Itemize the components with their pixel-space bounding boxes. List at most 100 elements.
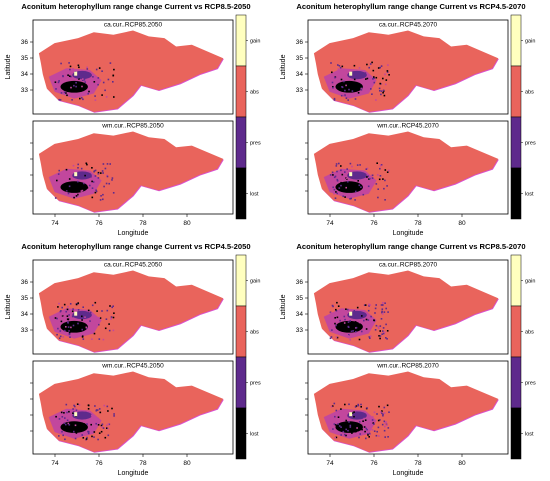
y-tick-label: 35 bbox=[296, 55, 304, 62]
pixel-cell bbox=[97, 172, 100, 175]
x-axis-label: Longitude bbox=[393, 470, 424, 477]
pixel-cell bbox=[383, 187, 385, 190]
pixel-cell bbox=[344, 318, 346, 321]
y-tick-label: 33 bbox=[21, 327, 29, 334]
pixel-cell bbox=[355, 326, 358, 329]
map-panel-2: Aconitum heterophyllum range change Curr… bbox=[275, 0, 550, 240]
pixel-cell bbox=[335, 191, 337, 193]
y-tick-label: 36 bbox=[296, 39, 304, 46]
pixel-cell bbox=[82, 98, 84, 101]
pixel-cell bbox=[105, 182, 108, 185]
pixel-cell bbox=[340, 408, 342, 410]
pixel-cell bbox=[373, 77, 375, 79]
top-map-raster bbox=[313, 30, 499, 113]
pixel-cell bbox=[65, 168, 68, 171]
pixel-cell bbox=[98, 338, 101, 340]
pixel-cell bbox=[72, 412, 74, 414]
pixel-cell bbox=[66, 190, 68, 192]
pixel-cell bbox=[354, 406, 357, 408]
pixel-cell bbox=[345, 84, 347, 87]
pixel-cell bbox=[331, 405, 334, 407]
pixel-cell bbox=[75, 432, 78, 434]
pixel-cell bbox=[340, 426, 342, 428]
pixel-cell bbox=[370, 88, 372, 90]
pixel-cell bbox=[68, 410, 70, 413]
pixel-cell bbox=[58, 337, 61, 339]
pixel-cell bbox=[356, 164, 359, 166]
legend-label: abs bbox=[250, 90, 259, 96]
pixel-cell bbox=[100, 424, 103, 427]
pixel-cell bbox=[350, 197, 352, 200]
pixel-cell bbox=[81, 415, 83, 418]
pixel-cell bbox=[94, 169, 97, 172]
pixel-cell bbox=[360, 403, 362, 406]
pixel-cell bbox=[54, 197, 57, 199]
legend-swatch-gain bbox=[235, 254, 247, 307]
x-tick-label: 78 bbox=[139, 460, 147, 467]
pixel-cell bbox=[99, 411, 102, 414]
legend-swatch-gain bbox=[510, 14, 522, 67]
pixel-cell bbox=[102, 193, 104, 196]
panel-title: Aconitum heterophyllum range change Curr… bbox=[296, 2, 526, 11]
pixel-cell bbox=[67, 322, 69, 324]
pixel-cell bbox=[113, 415, 115, 417]
pixel-cell bbox=[102, 198, 104, 201]
pixel-cell bbox=[386, 185, 388, 187]
y-axis-label: Latitude bbox=[280, 54, 287, 79]
pixel-cell bbox=[66, 315, 69, 317]
legend-swatch-lost bbox=[510, 407, 522, 460]
lost-patch bbox=[335, 181, 363, 193]
pixel-cell bbox=[363, 319, 365, 322]
pixel-cell bbox=[371, 419, 374, 421]
x-tick-label: 74 bbox=[51, 220, 59, 227]
pixel-cell bbox=[344, 433, 346, 436]
pixel-cell bbox=[364, 72, 367, 74]
map-panel-4: Aconitum heterophyllum range change Curr… bbox=[275, 240, 550, 480]
pixel-cell bbox=[361, 175, 363, 177]
pixel-cell bbox=[355, 405, 358, 407]
pixel-cell bbox=[95, 422, 97, 425]
pixel-cell bbox=[77, 64, 80, 67]
y-tick-label: 35 bbox=[21, 55, 29, 62]
pixel-cell bbox=[338, 425, 341, 427]
x-tick-label: 80 bbox=[183, 220, 191, 227]
pixel-cell bbox=[381, 308, 384, 310]
pixel-cell bbox=[68, 330, 70, 332]
pixel-cell bbox=[59, 99, 62, 101]
panel-title: Aconitum heterophyllum range change Curr… bbox=[21, 242, 251, 251]
pixel-cell bbox=[78, 404, 81, 406]
pixel-cell bbox=[332, 305, 334, 308]
pixel-cell bbox=[358, 338, 361, 341]
legend-swatch-gain bbox=[235, 14, 247, 67]
pixel-cell bbox=[86, 423, 88, 425]
pixel-cell bbox=[375, 183, 378, 185]
pixel-cell bbox=[384, 199, 386, 201]
pixel-cell bbox=[366, 63, 368, 66]
pixel-cell bbox=[340, 434, 342, 436]
pixel-cell bbox=[354, 199, 356, 201]
pixel-cell bbox=[352, 330, 354, 332]
pixel-cell bbox=[330, 312, 333, 314]
map-panel-1: Aconitum heterophyllum range change Curr… bbox=[0, 0, 275, 240]
pixel-cell bbox=[82, 182, 85, 185]
pixel-cell bbox=[85, 438, 88, 440]
pixel-cell bbox=[74, 424, 77, 427]
y-tick-label: 36 bbox=[21, 279, 29, 286]
pixel-cell bbox=[81, 74, 83, 76]
pixel-cell bbox=[384, 422, 386, 424]
pixel-cell bbox=[65, 92, 67, 94]
pixel-cell bbox=[77, 322, 79, 325]
pixel-cell bbox=[87, 408, 90, 410]
pixel-cell bbox=[69, 336, 71, 338]
pixel-cell bbox=[93, 436, 95, 438]
bottom-map-label: wm.cur..RCP45.2050 bbox=[101, 363, 164, 370]
pixel-cell bbox=[54, 317, 57, 319]
pixel-cell bbox=[368, 303, 370, 306]
pixel-cell bbox=[373, 423, 375, 425]
pixel-cell bbox=[69, 331, 71, 334]
pixel-cell bbox=[77, 317, 80, 319]
pixel-cell bbox=[382, 330, 384, 332]
pixel-cell bbox=[101, 310, 103, 312]
y-tick-label: 33 bbox=[296, 327, 304, 334]
pixel-cell bbox=[369, 63, 372, 65]
